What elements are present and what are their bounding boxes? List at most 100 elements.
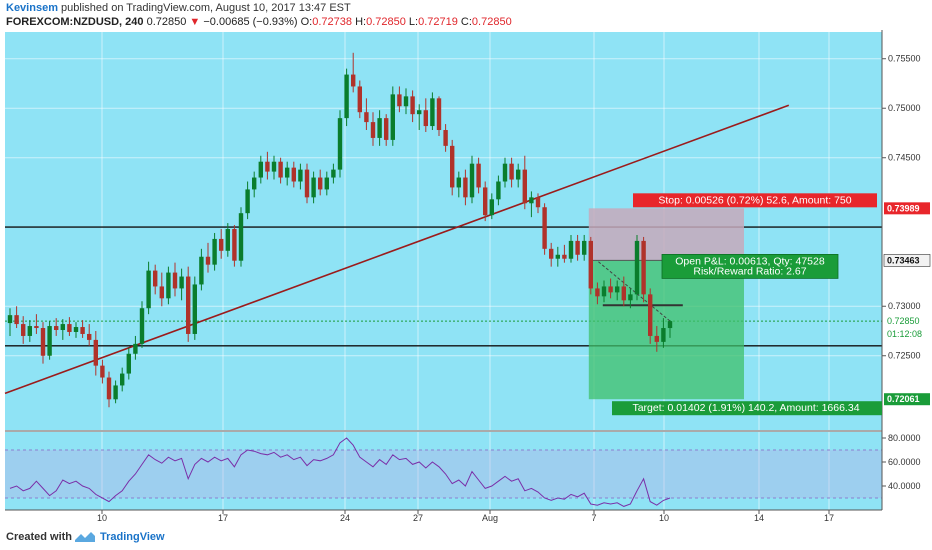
candle-body: [397, 94, 402, 107]
candle-body: [483, 187, 488, 216]
candle-body: [106, 377, 112, 400]
time-tick-label: 10: [97, 513, 107, 523]
rsi-tick-label: 40.0000: [888, 481, 921, 491]
candle-body: [634, 240, 640, 295]
candle-body: [410, 96, 415, 115]
candle-body: [304, 169, 310, 198]
candle-body: [205, 256, 211, 265]
candle-body: [172, 272, 178, 289]
candle-body: [529, 197, 534, 204]
high-label: H:: [355, 16, 367, 28]
candle-body: [245, 189, 250, 214]
symbol-line: FOREXCOM:NZDUSD, 240 0.72850 ▼ −0.00685 …: [6, 16, 512, 28]
candle-body: [496, 181, 501, 200]
price-badge-label: 0.73463: [887, 255, 920, 265]
candle-body: [80, 327, 85, 334]
target-label-box: [612, 401, 882, 416]
candle-body: [595, 288, 600, 297]
candle-body: [542, 207, 547, 249]
candle-body: [469, 163, 475, 198]
time-tick-label: 17: [218, 513, 228, 523]
position-labels: Stop: 0.00526 (0.72%) 52.6, Amount: 750 O…: [612, 193, 882, 416]
publish-line: Kevinsem published on TradingView.com, A…: [6, 2, 351, 14]
candle-body: [344, 74, 349, 119]
candle-body: [212, 238, 217, 265]
candle-body: [575, 240, 580, 255]
candle-body: [179, 276, 184, 289]
candle-body: [232, 229, 237, 261]
rsi-tick-label: 80.0000: [888, 433, 921, 443]
candle-body: [60, 324, 65, 331]
target-label: Target: 0.01402 (1.91%) 140.2, Amount: 1…: [632, 402, 859, 414]
axes: 0.75500 0.75000 0.74500 0.73000 0.72500 0.739…: [5, 30, 932, 524]
time-tick-label: 27: [413, 513, 423, 523]
rsi-tick-label: 60.0000: [888, 457, 921, 467]
symbol-label: FOREXCOM:NZDUSD, 240: [6, 16, 144, 28]
target-zone: [588, 260, 744, 400]
low-label: L:: [408, 16, 419, 28]
candle-body: [463, 177, 468, 198]
candle-body: [271, 161, 277, 172]
candle-body: [667, 321, 673, 329]
candle-body: [648, 294, 653, 336]
price-badge-label: 0.72061: [887, 394, 920, 404]
candle-body: [238, 213, 244, 261]
position-connector: [596, 260, 671, 322]
candle-body: [73, 327, 79, 332]
candle-body: [278, 161, 283, 178]
price-change: −0.00685 (−0.93%): [203, 16, 298, 28]
candle-body: [54, 326, 59, 331]
candle-body: [153, 270, 158, 287]
candle-body: [456, 177, 461, 188]
price-badge-label: 01:12:08: [887, 329, 922, 339]
tradingview-logo-icon: [75, 532, 95, 542]
candle-body: [21, 324, 26, 336]
candle-body: [436, 98, 442, 131]
pnl-label-box: [661, 254, 839, 279]
candle-body: [443, 130, 448, 146]
author-link[interactable]: Kevinsem: [6, 2, 58, 14]
candle-body: [403, 96, 409, 107]
stop-label: Stop: 0.00526 (0.72%) 52.6, Amount: 750: [658, 194, 851, 206]
candle-body: [370, 122, 376, 138]
price-tick-label: 0.75500: [888, 54, 921, 64]
candle-body: [139, 308, 145, 344]
candle-body: [120, 373, 125, 386]
price-badge: [884, 315, 930, 328]
candle-body: [265, 161, 270, 172]
candle-body: [285, 167, 290, 178]
candle-body: [555, 254, 560, 259]
candle-body: [331, 169, 336, 178]
candle-body: [100, 365, 105, 378]
candle-body: [509, 163, 514, 180]
candle-body: [489, 199, 494, 216]
candle-body: [219, 238, 224, 251]
chart-area[interactable]: 0.75500 0.75000 0.74500 0.73000 0.72500 0.739…: [0, 30, 932, 524]
tradingview-brand[interactable]: TradingView: [100, 531, 165, 543]
price-axis-background: [882, 30, 932, 524]
candle-body: [7, 315, 13, 324]
candle-body: [535, 197, 541, 208]
header: Kevinsem published on TradingView.com, A…: [0, 0, 932, 30]
candle-body: [324, 177, 329, 190]
low-value: 0.72719: [418, 16, 458, 28]
candle-body: [252, 177, 257, 190]
candle-body: [502, 163, 508, 182]
candle-body: [615, 286, 620, 293]
candle-body: [417, 110, 422, 115]
candle-body: [357, 86, 362, 113]
candle-body: [225, 229, 230, 251]
candle-body: [291, 167, 296, 182]
candle-body: [423, 110, 428, 127]
candle-body: [522, 169, 527, 204]
candle-body: [14, 315, 19, 325]
candle-body: [430, 98, 435, 127]
time-tick-label: 17: [824, 513, 834, 523]
candle-body: [311, 177, 316, 198]
candle-body: [192, 284, 197, 334]
candle-body: [562, 254, 567, 259]
candle-body: [384, 118, 389, 140]
time-tick-label: 10: [659, 513, 669, 523]
created-with-text: Created with: [6, 531, 73, 543]
candle-body: [186, 276, 191, 334]
